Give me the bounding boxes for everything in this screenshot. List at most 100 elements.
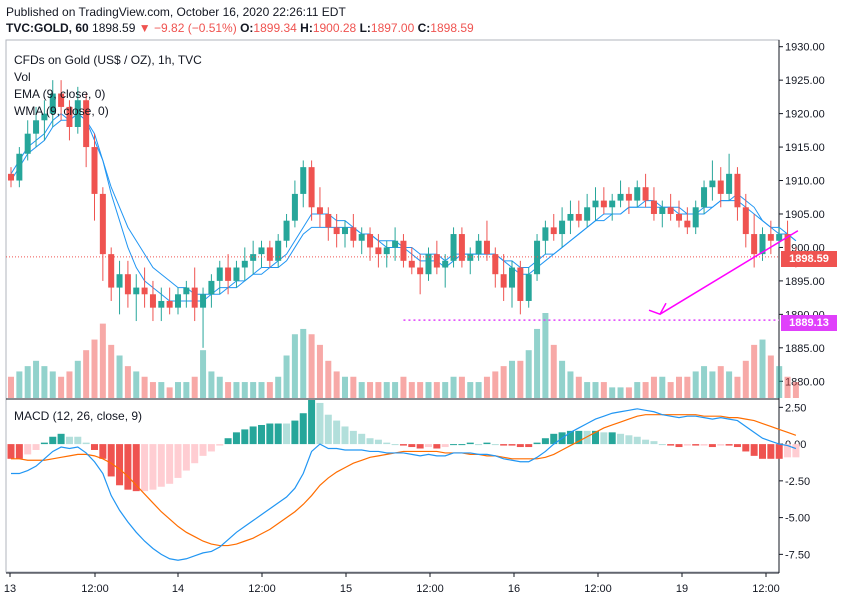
volume-bar: [266, 382, 273, 398]
volume-bar: [559, 360, 566, 398]
volume-bar: [784, 376, 791, 398]
last-price: 1898.59: [92, 21, 136, 35]
candle-body: [33, 120, 40, 134]
low-label: L:: [359, 21, 371, 35]
candle-body: [300, 167, 307, 194]
candle-body: [442, 260, 449, 268]
volume-bar: [492, 371, 499, 398]
volume-bar: [667, 382, 674, 398]
legend-macd[interactable]: MACD (12, 26, close, 9): [14, 409, 143, 423]
candle-body: [158, 300, 165, 308]
macd-histogram-bar: [291, 420, 299, 445]
macd-histogram-bar: [566, 430, 574, 445]
candle-body: [316, 207, 323, 214]
candle-body: [367, 234, 374, 248]
volume-bar: [717, 366, 724, 398]
high-label: H:: [300, 21, 313, 35]
volume-bar: [16, 371, 23, 398]
volume-bar: [534, 328, 541, 398]
macd-legend: MACD (12, 26, close, 9): [14, 408, 142, 425]
volume-bar: [433, 382, 440, 398]
candle-body: [342, 227, 348, 235]
time-tick-label: 12:00: [584, 583, 612, 595]
volume-bar: [191, 376, 198, 398]
volume-bar: [183, 382, 190, 398]
macd-histogram-bar: [40, 442, 48, 445]
price-tick-label: 1885.00: [785, 343, 825, 355]
candle-body: [475, 240, 482, 255]
price-tick-label: 1920.00: [785, 109, 825, 121]
volume-bar: [316, 344, 323, 398]
volume-bar: [33, 360, 40, 398]
volume-bar: [175, 382, 181, 398]
volume-bar: [701, 366, 708, 398]
macd-histogram-bar: [483, 442, 491, 445]
macd-histogram-bar: [182, 444, 190, 471]
volume-bar: [709, 371, 716, 398]
candle-body: [116, 274, 123, 288]
macd-histogram-bar: [441, 444, 449, 448]
volume-bar: [392, 382, 399, 398]
candle-body: [291, 193, 298, 221]
main-legend: CFDs on Gold (US$ / OZ), 1h, TVC Vol EMA…: [14, 52, 202, 120]
legend-wma[interactable]: WMA (9, close, 0): [14, 104, 109, 118]
candle-body: [575, 213, 582, 221]
change-value: −9.82 (−0.51%): [154, 21, 237, 35]
candle-body: [283, 220, 290, 241]
candle-body: [58, 93, 65, 107]
macd-histogram-bar: [525, 444, 533, 448]
candle-body: [66, 106, 73, 127]
volume-bar: [684, 376, 691, 398]
volume-bar: [116, 355, 123, 398]
macd-histogram-bar: [341, 426, 349, 445]
volume-bar: [458, 376, 465, 398]
volume-bar: [367, 382, 374, 398]
macd-histogram-bar: [74, 436, 82, 445]
volume-bar: [250, 382, 257, 398]
volume-bar: [467, 382, 474, 398]
time-tick-label: 12:00: [416, 583, 444, 595]
volume-bar: [233, 382, 240, 398]
volume-bar: [141, 376, 148, 398]
macd-histogram-bar: [258, 424, 265, 445]
change-arrow-icon: ▼: [138, 21, 151, 35]
volume-bar: [166, 387, 173, 398]
macd-histogram-bar: [333, 420, 341, 445]
macd-histogram-bar: [366, 438, 374, 445]
candle-body: [600, 200, 607, 208]
volume-bar: [258, 382, 265, 398]
candle-body: [425, 254, 432, 275]
macd-histogram-bar: [149, 444, 157, 490]
price-tick-label: 1895.00: [785, 276, 825, 288]
macd-histogram-bar: [299, 413, 307, 445]
candle-body: [684, 220, 691, 228]
volume-bar: [650, 376, 657, 398]
volume-bar: [450, 376, 457, 398]
price-tick-label: 1880.00: [785, 376, 825, 388]
candle-body: [383, 247, 390, 255]
legend-vol[interactable]: Vol: [14, 70, 31, 84]
volume-bar: [659, 376, 666, 398]
macd-histogram-bar: [550, 433, 558, 445]
candle-body: [16, 153, 23, 181]
legend-ema[interactable]: EMA (9, close, 0): [14, 87, 106, 101]
volume-bar: [417, 382, 424, 398]
macd-histogram-bar: [15, 444, 23, 459]
volume-bar: [500, 366, 507, 398]
candle-body: [333, 227, 340, 235]
candle-body: [141, 287, 148, 295]
volume-bar: [550, 344, 557, 398]
time-tick-label: 12:00: [81, 583, 109, 595]
candle-body: [24, 133, 31, 154]
candle-body: [701, 187, 708, 208]
volume-bar: [600, 382, 607, 398]
volume-bar: [283, 355, 290, 398]
candle-body: [408, 260, 415, 268]
candle-body: [216, 267, 223, 281]
ohlc-line: TVC:GOLD, 60 1898.59 ▼ −9.82 (−0.51%) O:…: [6, 20, 474, 36]
macd-histogram-bar: [708, 444, 716, 448]
macd-histogram-bar: [583, 430, 591, 445]
candle-body: [258, 247, 265, 255]
macd-histogram-bar: [608, 432, 616, 445]
macd-histogram-bar: [625, 435, 633, 445]
